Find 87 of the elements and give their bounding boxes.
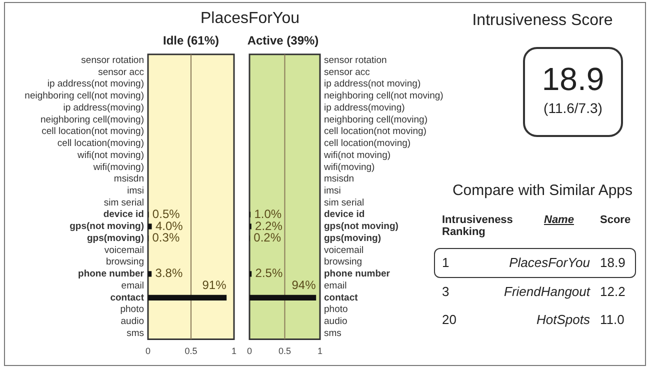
data-label: 2.5% [255, 266, 283, 280]
y-tick-label: ip address(moving) [324, 102, 405, 114]
y-tick-label: cell location(not moving) [324, 126, 426, 138]
text: 20 [442, 312, 456, 327]
y-tick-label: ip address(moving) [63, 102, 144, 114]
data-label: 0.5% [152, 206, 180, 221]
y-tick-label: wifi(not moving) [76, 150, 144, 161]
text: 18.9 [600, 255, 626, 270]
y-tick-label: browsing [106, 256, 144, 268]
y-tick-label: sim serial [104, 197, 144, 208]
chart-subtitle: Idle (61%) [162, 34, 220, 48]
y-tick-label: phone number [324, 268, 390, 280]
y-tick-label: gps(not moving) [324, 221, 398, 232]
y-tick-label: gps(not moving) [70, 221, 144, 232]
y-tick-label: audio [324, 316, 348, 328]
y-tick-label: photo [120, 304, 144, 316]
text: 18.9 [540, 60, 606, 98]
y-tick-label: ip address(not moving) [324, 78, 421, 90]
y-tick-label: msisdn [324, 174, 354, 185]
x-tick-label: 1 [231, 346, 237, 356]
data-label: 1.0% [254, 206, 282, 221]
y-tick-label: gps(moving) [324, 232, 381, 244]
data-label: 94% [292, 278, 316, 292]
y-tick-label: neighboring cell(moving) [324, 114, 428, 126]
y-tick-label: neighboring cell(moving) [40, 114, 144, 126]
y-tick-label: contact [324, 292, 359, 304]
chart-subtitle: Active (39%) [247, 34, 319, 48]
y-tick-label: device id [103, 209, 144, 220]
y-tick-label: sms [324, 328, 342, 339]
text: 1 [442, 255, 450, 270]
text: Name [544, 214, 574, 226]
y-tick-label: contact [110, 292, 145, 304]
y-tick-label: sim serial [324, 197, 364, 208]
data-label: 91% [202, 278, 227, 292]
y-tick-label: cell location(not moving) [42, 126, 144, 138]
y-tick-label: ip address(not moving) [47, 78, 144, 90]
bar [148, 224, 152, 230]
data-label: 2.2% [255, 218, 283, 233]
y-tick-label: wifi(moving) [92, 162, 144, 173]
text: 3 [442, 284, 450, 299]
data-label: 0.3% [152, 230, 180, 245]
y-tick-label: wifi(not moving) [323, 150, 391, 161]
x-tick-label: 0.5 [278, 346, 292, 356]
y-tick-label: wifi(moving) [323, 162, 375, 173]
y-tick-label: sensor acc [98, 66, 144, 78]
text: (11.6/7.3) [542, 100, 604, 116]
text: 12.2 [600, 284, 626, 299]
y-tick-label: email [121, 280, 144, 292]
text: FriendHangout [503, 284, 590, 299]
x-tick-label: 0 [246, 346, 252, 356]
text: Compare with Similar Apps [451, 182, 634, 199]
y-tick-label: imsi [324, 185, 341, 196]
chart-title: PlacesForYou [199, 10, 301, 28]
y-tick-label: msisdn [114, 174, 144, 185]
data-label: 3.8% [155, 266, 183, 280]
y-tick-label: audio [120, 316, 144, 328]
y-tick-label: voicemail [324, 244, 364, 256]
y-tick-label: device id [324, 209, 365, 220]
y-tick-label: sensor acc [324, 66, 370, 78]
y-tick-label: email [324, 280, 347, 292]
bar [148, 271, 152, 277]
text: 11.0 [600, 312, 624, 327]
y-tick-label: neighboring cell(not moving) [324, 90, 444, 102]
y-tick-label: cell location(moving) [324, 138, 411, 150]
bar [250, 294, 316, 300]
data-label: 0.2% [254, 230, 282, 245]
y-tick-label: sms [126, 328, 144, 339]
text: HotSpots [536, 312, 590, 327]
y-tick-label: photo [324, 304, 348, 316]
y-tick-label: gps(moving) [87, 232, 144, 244]
x-tick-label: 1 [317, 346, 323, 356]
y-tick-label: cell location(moving) [57, 138, 144, 150]
text: Score [600, 214, 631, 226]
y-tick-label: phone number [78, 268, 144, 280]
y-tick-label: voicemail [104, 244, 144, 256]
y-tick-label: sensor rotation [324, 54, 387, 66]
y-tick-label: neighboring cell(not moving) [24, 90, 144, 102]
data-label: 4.0% [155, 218, 184, 233]
text: PlacesForYou [508, 255, 590, 270]
bar [148, 294, 227, 300]
y-tick-label: sensor rotation [81, 54, 144, 66]
y-tick-label: browsing [324, 256, 362, 268]
text: Intrusiveness Ranking [442, 214, 514, 238]
x-tick-label: 0 [145, 346, 151, 356]
y-tick-label: imsi [127, 185, 144, 196]
text: Intrusiveness Score [471, 12, 614, 30]
x-tick-label: 0.5 [184, 346, 198, 356]
